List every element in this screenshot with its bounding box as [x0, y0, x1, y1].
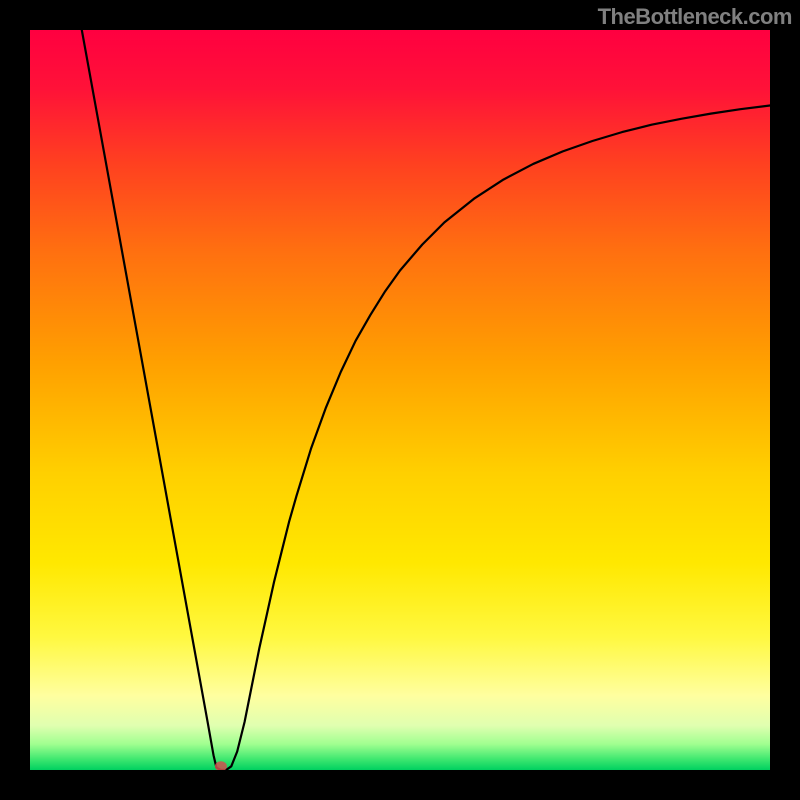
chart-background	[30, 30, 770, 770]
attribution-label: TheBottleneck.com	[598, 4, 792, 30]
bottleneck-chart	[30, 30, 770, 770]
chart-container: TheBottleneck.com	[0, 0, 800, 800]
